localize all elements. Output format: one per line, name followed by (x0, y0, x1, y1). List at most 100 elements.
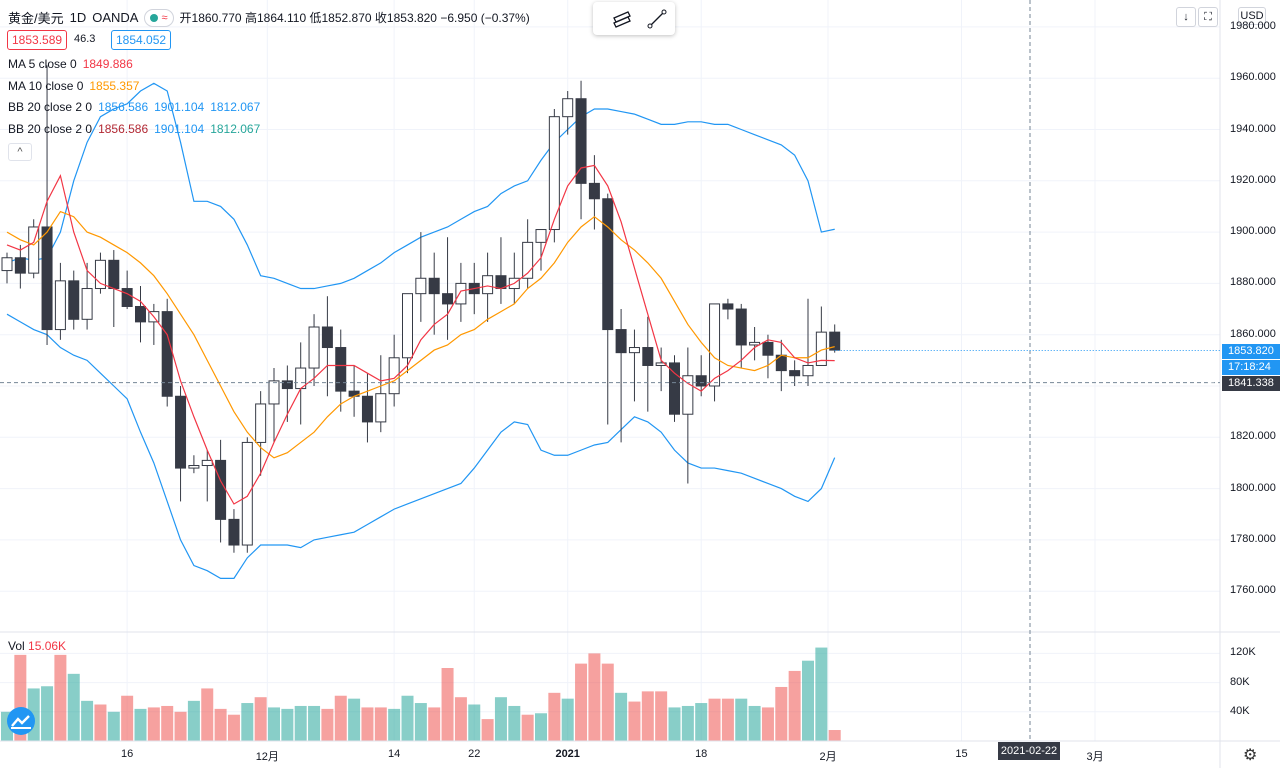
indicator-ma10-name: MA 10 close 0 (8, 79, 84, 93)
bb-lower-line (6, 313, 836, 579)
sell-price-button[interactable]: 1853.589 (7, 30, 68, 50)
price-tick-label: 1900.000 (1230, 225, 1276, 238)
indicator-bb-1-upper: 1901.104 (154, 100, 205, 114)
spread-value: 46.3 (74, 33, 96, 45)
volume-bar (655, 691, 668, 741)
candle (815, 306, 827, 366)
candle (402, 293, 413, 374)
price-tick-label: 1820.000 (1230, 430, 1276, 443)
time-tick-label: 12月 (255, 751, 279, 763)
candle-body (28, 226, 40, 274)
fullscreen-icon[interactable]: ⛶ (1198, 7, 1218, 27)
trend-line-icon[interactable] (646, 8, 668, 30)
volume-bar (815, 647, 828, 741)
candle (295, 342, 307, 425)
price-tick-label: 1860.000 (1230, 327, 1276, 340)
drawing-toolbox (593, 2, 675, 35)
volume-bar (121, 695, 134, 741)
indicator-bb-1[interactable]: BB 20 close 2 0 1856.586 1901.104 1812.067 (8, 100, 266, 114)
volume-bar (588, 653, 601, 741)
candle-body (161, 311, 173, 397)
candle (722, 298, 734, 320)
candle (575, 80, 587, 220)
candle-body (14, 257, 26, 274)
candle (41, 65, 53, 345)
arrow-down-icon[interactable]: ↓ (1176, 7, 1196, 27)
candle (602, 193, 614, 425)
ma10-line (6, 210, 835, 459)
time-tick-label: 2月 (819, 751, 837, 763)
buy-price-button[interactable]: 1854.052 (111, 30, 172, 50)
indicator-bb-2-upper: 1901.104 (154, 122, 205, 136)
candle-body (268, 380, 280, 405)
time-tick-label: 2021 (555, 748, 580, 760)
time-tick-label: 3月 (1086, 751, 1104, 763)
crosshair-date-label: 2021-02-22 (998, 742, 1060, 760)
candle-body (215, 459, 227, 520)
open-value: 1860.770 (191, 11, 242, 25)
candle-body (655, 362, 667, 366)
candle (428, 252, 440, 335)
candle (1, 252, 13, 284)
candle (775, 339, 787, 392)
add-alert-plus-icon[interactable]: + (1207, 373, 1215, 389)
interval-label[interactable]: 1D (69, 10, 87, 25)
volume-bar (548, 692, 561, 741)
candle-body (535, 229, 547, 243)
volume-legend[interactable]: Vol 15.06K (8, 639, 66, 653)
parallel-channel-icon[interactable] (611, 8, 633, 30)
candle (335, 329, 347, 412)
indicator-bb-2[interactable]: BB 20 close 2 0 1856.586 1901.104 1812.067 (8, 122, 266, 136)
candle (562, 91, 574, 135)
collapse-indicators-button[interactable]: ^ (8, 143, 32, 161)
candle-body (669, 362, 680, 415)
candle-body (255, 403, 267, 443)
volume-bar (695, 703, 708, 741)
volume-bar (828, 730, 841, 741)
volume-bar (67, 673, 80, 741)
candle-body (442, 293, 454, 305)
candle (615, 309, 627, 443)
price-tick-label: 1960.000 (1230, 71, 1276, 84)
market-status-toggle[interactable]: ≈ (144, 8, 174, 27)
candle-body (588, 182, 600, 200)
indicator-bb-2-name: BB 20 close 2 0 (8, 122, 93, 136)
current-price-tag: 1853.820 (1222, 343, 1280, 359)
candle (628, 329, 640, 402)
wave-icon: ≈ (161, 11, 168, 24)
volume-bar (321, 708, 334, 741)
candle (388, 334, 400, 407)
candle (94, 252, 106, 294)
volume-bar (147, 707, 160, 741)
volume-bar (575, 663, 588, 741)
time-tick-label: 18 (695, 748, 708, 760)
candle-body (802, 364, 814, 377)
volume-bar (361, 707, 374, 741)
currency-label[interactable]: USD (1238, 7, 1266, 25)
indicator-ma5[interactable]: MA 5 close 0 1849.886 (8, 57, 139, 71)
change-value: −6.950 (−0.37%) (440, 11, 530, 25)
volume-bar (615, 692, 628, 741)
volume-bar (708, 698, 721, 741)
volume-bar (134, 708, 147, 741)
candle (789, 360, 801, 386)
settings-gear-icon[interactable]: ⚙ (1243, 747, 1258, 764)
volume-bar (388, 708, 401, 741)
symbol-name[interactable]: 黄金/美元 (8, 11, 64, 26)
indicator-ma10[interactable]: MA 10 close 0 1855.357 (8, 79, 145, 93)
candle-body (321, 326, 333, 349)
tradingview-logo-icon[interactable] (7, 707, 35, 735)
candle (281, 365, 293, 422)
volume-value: 15.06K (28, 639, 67, 653)
candle (255, 391, 267, 476)
candle (228, 509, 240, 553)
volume-bar (481, 719, 494, 741)
candle-body (455, 282, 467, 305)
candle-body (642, 347, 654, 366)
candle-body (201, 459, 213, 467)
candle (54, 262, 66, 340)
volume-bar (41, 686, 54, 741)
volume-bar (254, 697, 267, 741)
symbol-header: 黄金/美元 1D OANDA ≈ 开1860.770 高1864.110 低18… (8, 8, 530, 27)
